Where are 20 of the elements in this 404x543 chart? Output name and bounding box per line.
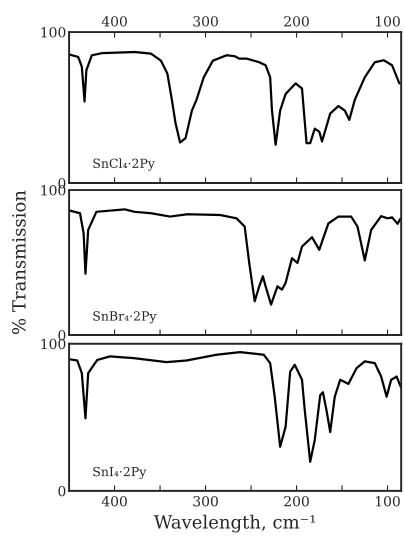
line-series	[69, 208, 402, 306]
x-tick-label: 300	[193, 496, 218, 506]
x2-tick-label: 200	[284, 16, 309, 27]
x2-tick-label: 100	[376, 16, 400, 27]
annotation: SnI₄·2Py	[93, 466, 146, 479]
line-series	[69, 350, 402, 463]
annotation: SnCl₄·2Py	[93, 158, 155, 171]
x-tick-label: 200	[284, 496, 309, 506]
y-tick-label: 0	[58, 330, 66, 341]
annotation: SnBr₄·2Py	[93, 311, 156, 324]
x2-tick-label: 300	[193, 16, 218, 27]
y-tick-label: 100	[41, 338, 66, 350]
x-axis-title: Wavelength, cm⁻¹	[154, 514, 316, 532]
y-tick-label: 100	[41, 27, 66, 38]
y-tick-label: 0	[58, 486, 66, 496]
x-tick-label: 100	[376, 496, 400, 506]
line-series	[69, 50, 400, 146]
y-axis-title: % Transmission	[12, 190, 26, 334]
x-tick-label: 400	[102, 496, 127, 506]
x2-tick-label: 400	[102, 16, 127, 27]
